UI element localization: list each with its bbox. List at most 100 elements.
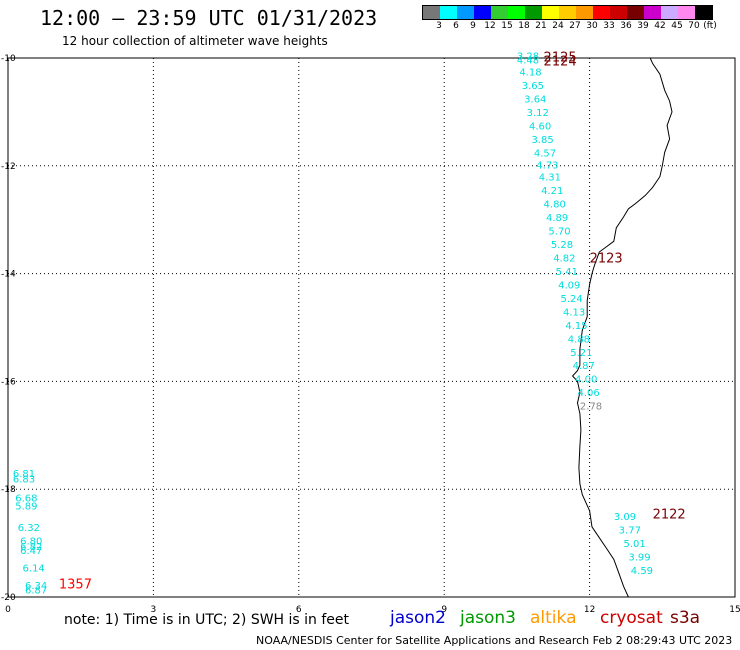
color-scale-label: 21 bbox=[535, 21, 547, 31]
x-tick-label: 12 bbox=[584, 605, 595, 615]
wave-height-value: 5.21 bbox=[570, 348, 592, 359]
color-scale-label: 39 bbox=[637, 21, 649, 31]
wave-height-value: 4.73 bbox=[536, 161, 558, 172]
color-scale-swatch bbox=[678, 6, 695, 19]
wave-height-value: 3.12 bbox=[527, 108, 549, 119]
color-scale-swatch bbox=[661, 6, 678, 19]
wave-height-value: 5.41 bbox=[556, 267, 578, 278]
wave-height-value: 3.64 bbox=[524, 94, 546, 105]
color-scale-swatch bbox=[491, 6, 508, 19]
wave-height-value: 6.82 bbox=[20, 542, 42, 553]
color-scale-swatch bbox=[457, 6, 474, 19]
color-scale-label: 27 bbox=[569, 21, 581, 31]
x-tick-label: 6 bbox=[296, 605, 302, 615]
legend-jason2: jason2 bbox=[390, 608, 446, 628]
wave-height-value: 3.28 bbox=[517, 51, 539, 62]
color-scale-label: 36 bbox=[620, 21, 632, 31]
wave-height-value: 4.31 bbox=[539, 173, 561, 184]
wave-height-value: 6.80 bbox=[20, 536, 42, 547]
page-title: 12:00 – 23:59 UTC 01/31/2023 bbox=[40, 6, 378, 30]
y-tick-label: -20 bbox=[1, 593, 16, 603]
color-scale-boxes bbox=[422, 5, 713, 20]
wave-height-value: 4.48 bbox=[517, 56, 539, 67]
wave-height-value: 3.77 bbox=[619, 526, 641, 537]
wave-height-value: 5.28 bbox=[551, 240, 573, 251]
wave-height-value: 6.87 bbox=[25, 585, 47, 596]
wave-height-value: 4.09 bbox=[558, 280, 580, 291]
color-scale-swatch bbox=[525, 6, 542, 19]
map-frame bbox=[7, 57, 736, 598]
y-tick-label: -16 bbox=[1, 377, 16, 387]
color-scale-swatch bbox=[576, 6, 593, 19]
legend-s3a: s3a bbox=[670, 608, 701, 628]
wave-height-value: 4.21 bbox=[541, 186, 563, 197]
y-tick-label: -18 bbox=[1, 485, 16, 495]
track-number-label: 2125 bbox=[544, 50, 577, 65]
color-scale-label: 9 bbox=[470, 21, 476, 31]
color-scale-label: 6 bbox=[453, 21, 459, 31]
color-scale-label: 45 bbox=[671, 21, 683, 31]
track-number-label: 2123 bbox=[590, 251, 623, 266]
coastline bbox=[571, 57, 673, 598]
wave-height-value: 3.65 bbox=[522, 81, 544, 92]
wave-height-value: 4.00 bbox=[575, 375, 597, 386]
color-scale: 3 6 9 12 15 18 21 24 27 30 33 36 39 42 45 70 (ft) bbox=[422, 5, 717, 32]
wave-height-value: 4.89 bbox=[546, 213, 568, 224]
wave-height-value: 6.34 bbox=[25, 581, 47, 592]
color-scale-swatch bbox=[508, 6, 525, 19]
color-scale-label: 12 bbox=[484, 21, 496, 31]
track-number-label: 1357 bbox=[59, 578, 92, 593]
wave-height-value: 4.82 bbox=[553, 253, 575, 264]
wave-height-value: 5.70 bbox=[548, 226, 570, 237]
wave-height-value: 4.80 bbox=[544, 200, 566, 211]
color-scale-swatch bbox=[559, 6, 576, 19]
color-scale-label: 42 bbox=[654, 21, 666, 31]
legend-altika: altika bbox=[530, 608, 577, 628]
color-scale-swatch bbox=[474, 6, 491, 19]
y-tick-label: -12 bbox=[1, 162, 16, 172]
wave-height-value: 4.59 bbox=[631, 566, 653, 577]
wave-height-value: 6.32 bbox=[18, 523, 40, 534]
color-scale-swatch bbox=[695, 6, 712, 19]
legend-cryosat: cryosat bbox=[600, 608, 663, 628]
wave-height-value: 5.89 bbox=[15, 501, 37, 512]
color-scale-label: 33 bbox=[603, 21, 615, 31]
color-scale-label: 24 bbox=[552, 21, 564, 31]
page-subtitle: 12 hour collection of altimeter wave hei… bbox=[62, 34, 328, 48]
wave-height-value: 6.83 bbox=[13, 474, 35, 485]
wave-height-value: 4.87 bbox=[573, 361, 595, 372]
color-scale-swatch bbox=[610, 6, 627, 19]
wave-height-value: 6.68 bbox=[15, 493, 37, 504]
wave-height-value: 6.47 bbox=[20, 546, 42, 557]
wave-height-value: 5.24 bbox=[561, 294, 583, 305]
x-tick-label: 15 bbox=[729, 605, 740, 615]
color-scale-swatch bbox=[423, 6, 440, 19]
track-number-label: 2122 bbox=[653, 507, 686, 522]
color-scale-swatch bbox=[542, 6, 559, 19]
wave-height-value: 4.88 bbox=[568, 334, 590, 345]
color-scale-label: 18 bbox=[518, 21, 530, 31]
wave-height-value: 3.85 bbox=[531, 135, 553, 146]
color-scale-label: 15 bbox=[501, 21, 513, 31]
color-scale-labels: 3 6 9 12 15 18 21 24 27 30 33 36 39 42 45 70 (ft) bbox=[422, 20, 717, 32]
color-scale-swatch bbox=[593, 6, 610, 19]
color-scale-label: 30 bbox=[586, 21, 598, 31]
color-scale-unit: (ft) bbox=[703, 21, 717, 31]
color-scale-label: 70 bbox=[688, 21, 700, 31]
legend-jason3: jason3 bbox=[460, 608, 516, 628]
x-tick-label: 9 bbox=[441, 605, 447, 615]
wave-height-value: 3.99 bbox=[628, 553, 650, 564]
color-scale-label: 3 bbox=[436, 21, 442, 31]
wave-height-value: 4.13 bbox=[563, 307, 585, 318]
y-tick-label: -14 bbox=[1, 270, 16, 280]
color-scale-swatch bbox=[627, 6, 644, 19]
wave-height-value: 4.60 bbox=[529, 121, 551, 132]
wave-height-value: 4.15 bbox=[565, 321, 587, 332]
wave-height-value: 4.57 bbox=[534, 148, 556, 159]
wave-height-value: 4.18 bbox=[519, 67, 541, 78]
wave-height-value: 2.78 bbox=[580, 402, 602, 413]
color-scale-swatch bbox=[440, 6, 457, 19]
color-scale-swatch bbox=[644, 6, 661, 19]
wave-height-value: 3.09 bbox=[614, 512, 636, 523]
